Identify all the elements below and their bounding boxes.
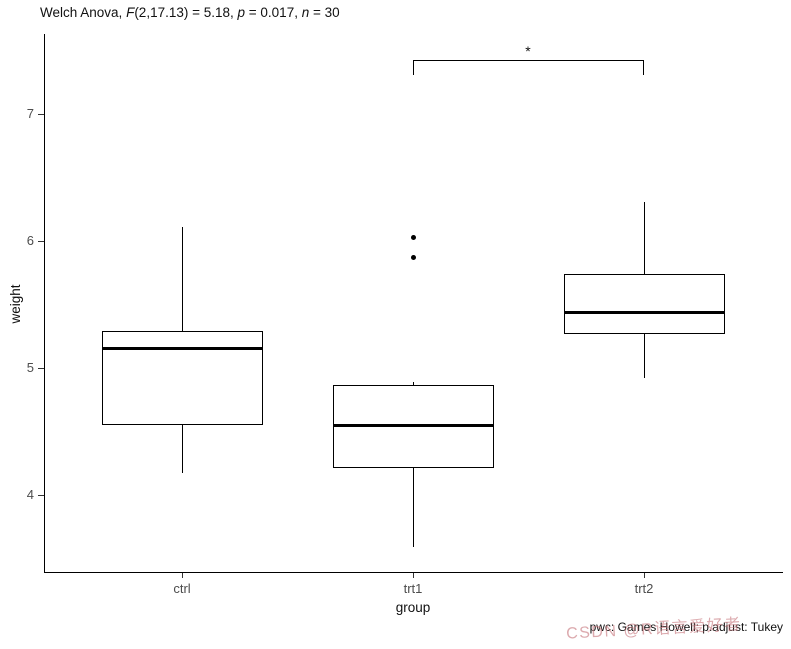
whisker-lower-ctrl <box>181 425 183 474</box>
outlier-point-trt1 <box>410 234 416 240</box>
whisker-upper-ctrl <box>181 227 183 332</box>
chart-title: Welch Anova, F(2,17.13) = 5.18, p = 0.01… <box>40 5 340 20</box>
y-tick-mark-6 <box>38 240 44 242</box>
outlier-point-trt1 <box>410 255 416 260</box>
y-tick-mark-5 <box>38 367 44 369</box>
y-axis-title: weight <box>8 284 23 324</box>
y-tick-mark-7 <box>38 113 44 115</box>
median-trt2 <box>563 311 725 315</box>
title-segment: = 0.017, <box>245 5 302 20</box>
x-tick-mark-trt2 <box>643 573 645 578</box>
box-ctrl <box>101 331 263 426</box>
y-tick-label-7: 7 <box>26 106 34 121</box>
y-tick-label-4: 4 <box>26 487 34 502</box>
whisker-upper-trt2 <box>643 201 645 274</box>
title-n-symbol: n <box>301 5 310 20</box>
median-trt1 <box>332 424 494 428</box>
x-tick-mark-ctrl <box>181 573 183 578</box>
title-f-symbol: F <box>126 5 135 20</box>
whisker-lower-trt2 <box>643 333 645 379</box>
y-tick-mark-4 <box>38 494 44 496</box>
y-tick-label-6: 6 <box>26 233 34 248</box>
significance-label: * <box>525 43 531 59</box>
whisker-upper-trt1 <box>412 381 414 385</box>
significance-bracket-right-tick <box>643 60 644 75</box>
whisker-lower-trt1 <box>412 468 414 548</box>
caption: pwc: Games Howell; p.adjust: Tukey <box>589 620 783 634</box>
y-axis-line <box>44 34 45 573</box>
significance-bracket-left-tick <box>413 60 414 75</box>
x-axis-line <box>44 572 783 573</box>
median-ctrl <box>101 347 263 351</box>
x-axis-title: group <box>395 600 431 615</box>
title-segment: = 30 <box>309 5 340 20</box>
significance-bracket <box>413 60 644 61</box>
x-tick-mark-trt1 <box>412 573 414 578</box>
title-segment: Welch Anova, <box>40 5 127 20</box>
x-tick-label-trt1: trt1 <box>403 581 423 596</box>
x-tick-label-ctrl: ctrl <box>173 581 191 596</box>
title-p-symbol: p <box>237 5 246 20</box>
x-tick-label-trt2: trt2 <box>634 581 654 596</box>
title-segment: (2,17.13) = 5.18, <box>134 5 238 20</box>
y-tick-label-5: 5 <box>26 360 34 375</box>
box-trt2 <box>563 274 725 334</box>
